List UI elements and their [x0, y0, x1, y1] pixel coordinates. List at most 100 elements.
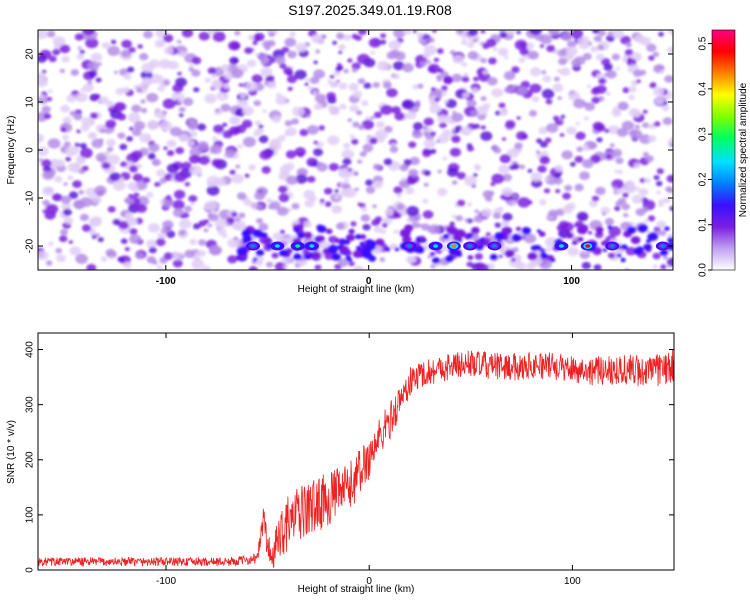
heatmap-cell: [639, 134, 652, 145]
heatmap-cell: [561, 150, 573, 160]
heatmap-cell: [477, 113, 486, 121]
heatmap-cell: [264, 45, 271, 51]
heatmap-cell: [244, 173, 250, 178]
heatmap-cell: [341, 149, 355, 160]
heatmap-cell: [157, 85, 165, 92]
heatmap-cell: [327, 135, 340, 146]
heatmap-cell: [289, 31, 296, 37]
heatmap-cell: [109, 256, 115, 260]
heatmap-cell: [146, 191, 154, 198]
heatmap-cell: [406, 206, 419, 217]
heatmap-cell: [146, 239, 157, 248]
heatmap-cell: [372, 204, 377, 209]
heatmap-cell: [266, 198, 273, 204]
heatmap-cell: [553, 177, 563, 185]
heatmap-cell: [68, 240, 74, 244]
heatmap-cell: [449, 147, 461, 157]
heatmap-cell: [285, 127, 297, 137]
heatmap-cell: [462, 92, 470, 98]
heatmap-cell: [559, 117, 564, 122]
heatmap-cell: [348, 82, 359, 91]
heatmap-cell: [576, 211, 589, 221]
heatmap-cell: [485, 232, 491, 237]
heatmap-cell: [352, 90, 363, 99]
heatmap-cell: [451, 180, 458, 185]
heatmap-cell: [88, 229, 95, 235]
heatmap-cell: [504, 86, 512, 94]
heatmap-cell: [396, 203, 405, 211]
heatmap-cell: [457, 199, 466, 207]
heatmap-cell: [212, 211, 217, 215]
heatmap-cell: [666, 257, 673, 267]
heatmap-cell: [65, 156, 72, 162]
heatmap-cell: [536, 229, 542, 233]
heatmap-cell: [293, 253, 302, 261]
heatmap-cell: [317, 235, 325, 242]
heatmap-cell: [78, 189, 85, 195]
heatmap-cell: [669, 206, 673, 211]
colorbar: 0.0 0.1 0.2 0.3 0.4 0.5 Normalized spectral a…: [698, 29, 749, 277]
heatmap-cell: [667, 46, 673, 54]
heatmap-cell: [653, 175, 660, 181]
heatmap-cell: [545, 177, 550, 181]
heatmap-cell: [566, 202, 576, 211]
heatmap-cell: [542, 75, 552, 83]
heatmap-x-tick-label: -100: [156, 276, 176, 287]
heatmap-cell: [156, 265, 163, 270]
heatmap-cell: [368, 255, 377, 262]
heatmap-cell: [538, 231, 546, 237]
heatmap-cell: [597, 30, 606, 37]
heatmap-cell: [384, 208, 394, 216]
heatmap-cell: [313, 148, 323, 157]
heatmap-cell: [375, 238, 385, 246]
heatmap-cell: [278, 185, 288, 194]
heatmap-cell: [86, 264, 97, 270]
heatmap-cell: [220, 103, 231, 112]
heatmap-cell: [39, 94, 46, 99]
heatmap-cell: [374, 216, 383, 223]
heatmap-cell: [279, 63, 287, 69]
heatmap-cell: [423, 117, 434, 126]
heatmap-cell: [514, 39, 528, 51]
heatmap-cell: [664, 226, 670, 231]
heatmap-cell: [386, 51, 397, 60]
heatmap-cell: [667, 237, 673, 243]
heatmap-cell: [212, 31, 226, 42]
heatmap-cell: [492, 47, 498, 52]
heatmap-cell: [393, 229, 399, 234]
heatmap-cell: [69, 110, 77, 117]
heatmap-cell: [461, 62, 468, 67]
heatmap-cell: [97, 237, 104, 243]
heatmap-cell: [474, 253, 484, 260]
heatmap-cell: [126, 136, 133, 142]
colorbar-ticks: 0.0 0.1 0.2 0.3 0.4 0.5: [698, 36, 712, 277]
heatmap-cell: [95, 233, 101, 237]
heatmap-cell: [545, 99, 553, 105]
heatmap-cell: [663, 197, 671, 204]
heatmap-cell: [571, 240, 578, 246]
heatmap-cell: [439, 122, 447, 129]
heatmap-cell: [166, 195, 172, 199]
heatmap-cell: [312, 90, 318, 95]
heatmap-cell: [544, 137, 552, 143]
heatmap-cell: [236, 192, 247, 200]
heatmap-cell: [656, 168, 664, 175]
heatmap-cell: [209, 245, 222, 256]
heatmap-cell: [154, 182, 160, 187]
heatmap-cell: [660, 264, 667, 270]
heatmap-cell: [94, 185, 107, 196]
heatmap-cell: [455, 250, 462, 256]
heatmap-cell: [258, 135, 269, 144]
heatmap-cell: [89, 119, 96, 125]
heatmap-cell: [436, 48, 444, 54]
heatmap-cell: [461, 39, 468, 45]
heatmap-cell: [68, 191, 79, 199]
heatmap-cell: [393, 73, 400, 80]
heatmap-cell: [669, 143, 673, 147]
heatmap-cell: [124, 247, 130, 252]
heatmap-cell: [131, 104, 142, 113]
heatmap-cell: [567, 246, 579, 257]
heatmap-cell: [604, 72, 610, 77]
heatmap-cell: [102, 162, 111, 169]
heatmap-cell: [423, 170, 431, 176]
